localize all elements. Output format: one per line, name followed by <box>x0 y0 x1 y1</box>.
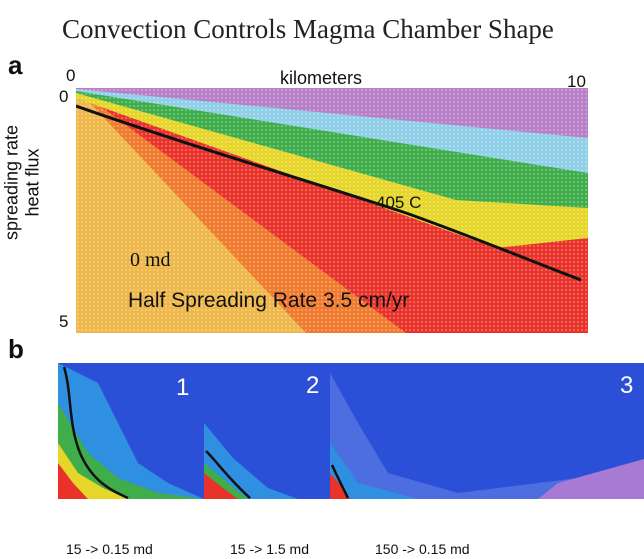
frame-2-caption: 15 -> 1.5 md <box>230 541 309 557</box>
permeability-label: 0 md <box>130 249 171 271</box>
frame-3-caption: 150 -> 0.15 md <box>375 541 470 557</box>
isotherm-label: 405 C <box>376 193 421 212</box>
frame-3: 3 <box>330 363 644 499</box>
panel-a-label: a <box>8 50 23 80</box>
frame-1-number: 1 <box>176 374 189 401</box>
frame-2: 2 <box>204 363 330 499</box>
frame-1: 1 <box>58 363 204 499</box>
panel-a-temperature-map: 405 C 0 md Half Spreading Rate 3.5 cm/yr <box>76 88 588 333</box>
y-axis-label-heat-flux: heat flux <box>22 148 43 217</box>
frame-3-number: 3 <box>620 372 633 399</box>
frame-2-number: 2 <box>306 372 319 399</box>
spreading-rate-caption: Half Spreading Rate 3.5 cm/yr <box>128 289 409 312</box>
x-axis-label: kilometers <box>280 68 363 88</box>
frame-1-caption: 15 -> 0.15 md <box>66 541 153 557</box>
y-tick-start: 0 <box>59 87 69 106</box>
y-tick-end: 5 <box>59 312 69 331</box>
panel-b-model-frames: 1 2 3 <box>58 363 644 499</box>
x-tick-start: 0 <box>66 66 76 85</box>
x-tick-end: 10 <box>567 72 586 91</box>
y-axis-label-spreading-rate: spreading rate <box>1 124 22 241</box>
panel-b-label: b <box>8 334 24 364</box>
figure-title: Convection Controls Magma Chamber Shape <box>62 14 554 44</box>
dither-texture <box>76 88 588 333</box>
isotherm-line <box>76 104 582 282</box>
